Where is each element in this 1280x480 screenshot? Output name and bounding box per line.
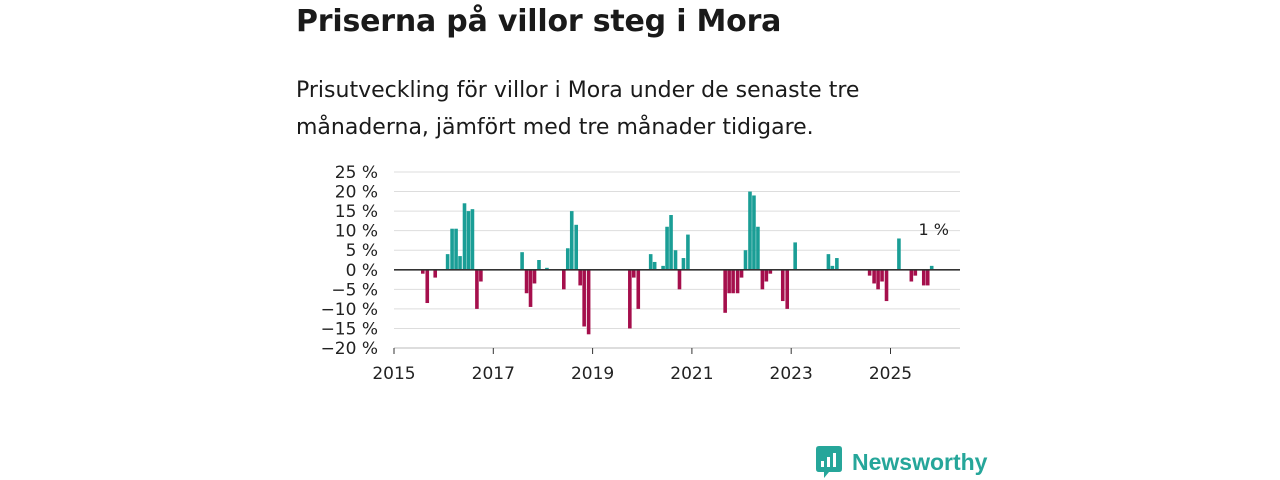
bar — [785, 269, 790, 309]
brand-name: Newsworthy — [852, 448, 988, 475]
chart-title: Priserna på villor steg i Mora — [296, 4, 782, 39]
y-tick-label: 10 % — [335, 222, 378, 242]
bar — [420, 269, 425, 274]
bar — [921, 269, 926, 286]
bar — [835, 258, 839, 270]
bar — [475, 269, 479, 309]
bar — [537, 260, 541, 270]
bar — [669, 215, 673, 270]
y-tick-label: 25 % — [335, 163, 378, 183]
x-tick-label: 2015 — [372, 364, 415, 384]
bar — [628, 269, 632, 329]
bar — [677, 269, 682, 290]
bar — [673, 250, 678, 270]
bar — [723, 269, 727, 313]
y-tick-label: −10 % — [321, 300, 378, 320]
bar — [830, 265, 835, 270]
y-tick-label: 20 % — [335, 183, 378, 203]
bar — [445, 254, 450, 270]
bar — [454, 228, 458, 270]
x-tick-label: 2025 — [869, 364, 912, 384]
bar — [876, 269, 880, 290]
bar — [681, 258, 686, 270]
bar — [528, 269, 533, 307]
bar — [648, 254, 653, 270]
bar — [462, 203, 467, 270]
bar — [458, 256, 462, 270]
bar — [524, 269, 529, 294]
bar — [520, 252, 524, 270]
bar — [884, 269, 889, 302]
bar — [652, 261, 657, 270]
y-tick-label: −15 % — [321, 319, 378, 339]
bar — [636, 269, 641, 309]
bar — [925, 269, 930, 286]
bar — [826, 254, 831, 270]
bar — [586, 269, 591, 335]
bar — [565, 248, 570, 270]
bar — [929, 265, 934, 270]
bar — [686, 234, 690, 270]
annotation-label: 1 % — [918, 220, 948, 239]
y-tick-label: −20 % — [321, 339, 378, 359]
bar — [433, 269, 438, 278]
bar — [752, 195, 756, 270]
bar — [743, 250, 748, 270]
x-tick-label: 2019 — [571, 364, 614, 384]
bar — [632, 269, 636, 278]
bar — [756, 226, 760, 270]
y-tick-label: 15 % — [335, 202, 378, 222]
bar — [479, 269, 483, 282]
bar — [748, 191, 752, 270]
bar — [764, 269, 769, 282]
bar — [665, 226, 669, 270]
bar — [760, 269, 765, 290]
x-tick-label: 2021 — [670, 364, 713, 384]
bar — [768, 269, 773, 274]
y-tick-label: −5 % — [331, 280, 378, 300]
bar — [780, 269, 785, 302]
bar — [532, 269, 537, 284]
bar — [450, 228, 454, 270]
bar — [569, 211, 574, 270]
bar — [913, 269, 918, 276]
x-tick-label: 2017 — [472, 364, 515, 384]
bar — [470, 209, 475, 270]
y-tick-label: 0 % — [346, 261, 378, 281]
bar — [731, 269, 735, 294]
bar — [735, 269, 740, 294]
y-tick-label: 5 % — [346, 241, 378, 261]
bar — [661, 265, 665, 270]
bar — [578, 269, 582, 286]
bar — [880, 269, 884, 282]
bar — [466, 211, 471, 270]
bar — [867, 269, 872, 276]
bar — [897, 238, 901, 270]
bar — [574, 224, 579, 270]
bar — [793, 242, 797, 270]
bar — [739, 269, 744, 278]
brand-logo: Newsworthy — [816, 446, 987, 478]
chart-subtitle: Prisutveckling för villor i Mora under d… — [296, 78, 860, 140]
bar — [582, 269, 586, 327]
bar — [909, 269, 914, 282]
bar — [562, 269, 566, 290]
bar — [545, 267, 549, 270]
bar — [872, 269, 876, 284]
newsworthy-logo-icon — [816, 446, 842, 478]
x-tick-label: 2023 — [770, 364, 813, 384]
bar — [727, 269, 731, 294]
bar — [425, 269, 430, 304]
